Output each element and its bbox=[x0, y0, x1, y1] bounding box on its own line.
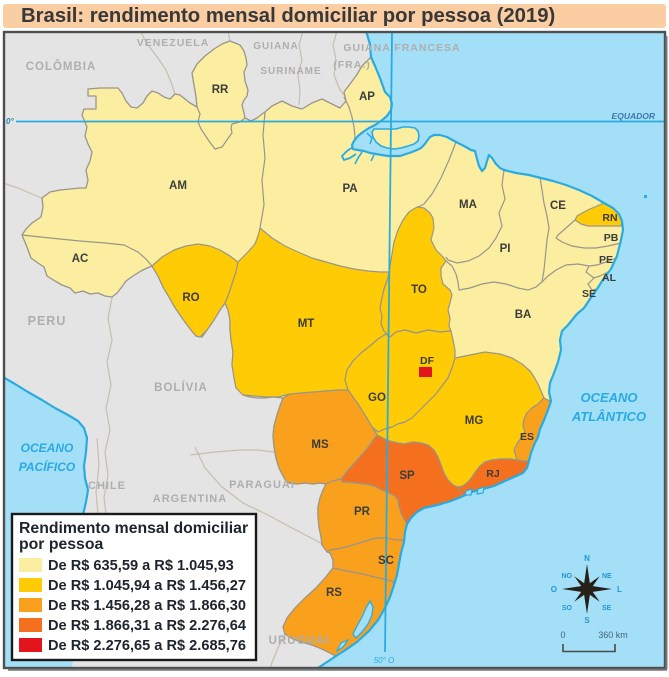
svg-text:N: N bbox=[584, 554, 590, 563]
svg-text:PI: PI bbox=[500, 243, 511, 255]
svg-text:MG: MG bbox=[465, 415, 484, 427]
svg-text:0°: 0° bbox=[6, 117, 14, 126]
svg-text:RS: RS bbox=[326, 587, 342, 599]
svg-text:NE: NE bbox=[602, 573, 612, 580]
svg-text:O: O bbox=[551, 585, 557, 594]
svg-text:De R$ 2.276,65 a R$ 2.685,76: De R$ 2.276,65 a R$ 2.685,76 bbox=[48, 638, 246, 654]
svg-text:CHILE: CHILE bbox=[88, 480, 126, 492]
svg-text:GO: GO bbox=[368, 392, 386, 404]
svg-text:URUGUAI: URUGUAI bbox=[269, 635, 330, 647]
svg-text:Brasil: rendimento mensal domi: Brasil: rendimento mensal domiciliar por… bbox=[21, 5, 555, 27]
svg-text:De R$ 1.045,94 a R$ 1.456,27: De R$ 1.045,94 a R$ 1.456,27 bbox=[48, 578, 246, 594]
svg-text:SC: SC bbox=[378, 555, 394, 567]
svg-text:De R$ 1.866,31 a R$ 2.276,64: De R$ 1.866,31 a R$ 2.276,64 bbox=[48, 618, 247, 634]
svg-text:NO: NO bbox=[562, 573, 573, 580]
svg-text:De R$ 1.456,28 a R$ 1.866,30: De R$ 1.456,28 a R$ 1.866,30 bbox=[48, 598, 246, 614]
svg-text:PERU: PERU bbox=[28, 314, 67, 328]
svg-text:50° O: 50° O bbox=[374, 656, 395, 665]
svg-text:EQUADOR: EQUADOR bbox=[612, 111, 656, 121]
svg-text:SURINAME: SURINAME bbox=[260, 66, 321, 77]
svg-text:BA: BA bbox=[515, 309, 532, 321]
svg-text:SP: SP bbox=[399, 470, 415, 482]
svg-text:PA: PA bbox=[342, 183, 357, 195]
svg-text:SE: SE bbox=[582, 288, 596, 300]
svg-text:PE: PE bbox=[599, 254, 613, 266]
svg-text:L: L bbox=[617, 585, 622, 594]
svg-text:MT: MT bbox=[298, 318, 315, 330]
svg-text:S: S bbox=[584, 616, 590, 625]
svg-text:VENEZUELA: VENEZUELA bbox=[137, 37, 210, 49]
svg-text:BOLÍVIA: BOLÍVIA bbox=[154, 381, 208, 394]
svg-text:ARGENTINA: ARGENTINA bbox=[153, 493, 227, 505]
svg-text:SE: SE bbox=[602, 605, 612, 612]
svg-text:PACÍFICO: PACÍFICO bbox=[19, 459, 76, 474]
svg-text:OCEANO: OCEANO bbox=[21, 441, 74, 455]
svg-text:COLÔMBIA: COLÔMBIA bbox=[26, 60, 97, 73]
svg-text:ATLÂNTICO: ATLÂNTICO bbox=[571, 409, 646, 424]
svg-text:AL: AL bbox=[602, 272, 617, 284]
svg-text:GUIANA FRANCESA: GUIANA FRANCESA bbox=[343, 42, 460, 54]
svg-text:OCEANO: OCEANO bbox=[580, 390, 637, 405]
svg-text:MA: MA bbox=[459, 199, 477, 211]
svg-text:AM: AM bbox=[169, 180, 187, 192]
svg-text:AP: AP bbox=[359, 91, 375, 103]
svg-text:De R$ 635,59 a R$ 1.045,93: De R$ 635,59 a R$ 1.045,93 bbox=[48, 558, 234, 574]
svg-text:DF: DF bbox=[420, 355, 435, 367]
svg-text:PB: PB bbox=[604, 232, 619, 244]
svg-text:RO: RO bbox=[182, 292, 199, 304]
svg-text:ES: ES bbox=[520, 431, 534, 443]
svg-text:RN: RN bbox=[602, 212, 617, 224]
svg-text:SO: SO bbox=[562, 605, 573, 612]
svg-text:AC: AC bbox=[72, 253, 89, 265]
svg-text:PR: PR bbox=[354, 506, 371, 518]
svg-text:RJ: RJ bbox=[486, 468, 500, 480]
svg-text:por pessoa: por pessoa bbox=[19, 536, 103, 553]
svg-text:0: 0 bbox=[560, 630, 565, 640]
svg-text:PARAGUAI: PARAGUAI bbox=[229, 479, 295, 491]
svg-text:RR: RR bbox=[212, 84, 229, 96]
svg-text:CE: CE bbox=[550, 200, 566, 212]
svg-text:TO: TO bbox=[411, 284, 427, 296]
svg-text:Rendimento mensal domiciliar: Rendimento mensal domiciliar bbox=[19, 520, 248, 537]
svg-text:MS: MS bbox=[311, 439, 329, 451]
svg-text:(FRA.): (FRA.) bbox=[333, 59, 371, 71]
svg-text:GUIANA: GUIANA bbox=[253, 41, 298, 52]
svg-text:360 km: 360 km bbox=[598, 630, 628, 640]
